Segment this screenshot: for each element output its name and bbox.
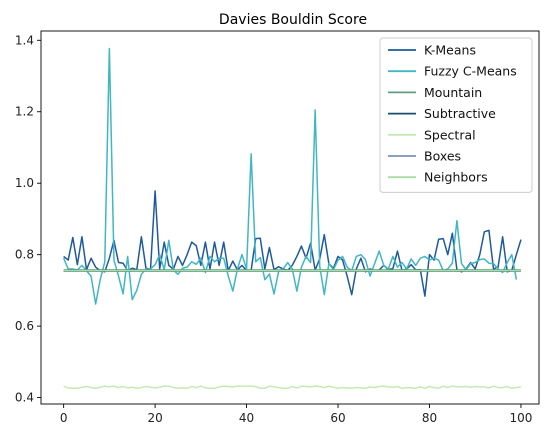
- x-tick-label-2: 40: [239, 411, 254, 425]
- series-line-0: [63, 190, 522, 297]
- legend-label-5: Boxes: [424, 149, 461, 164]
- y-tick-label-0: 0.4: [15, 391, 34, 405]
- plot-frame: [40, 30, 540, 405]
- series-line-4: [63, 385, 522, 390]
- chart-title: Davies Bouldin Score: [219, 12, 367, 28]
- legend-box: [379, 37, 533, 193]
- legend: K-Means Fuzzy C-Means Mountain Subtractive S…: [379, 37, 533, 193]
- plot-lines: [62, 47, 522, 390]
- x-tick-label-0: 0: [60, 411, 68, 425]
- y-tick-label-2: 0.8: [15, 248, 34, 262]
- y-tick-label-3: 1.0: [15, 176, 34, 190]
- legend-label-4: Spectral: [424, 127, 476, 142]
- legend-label-2: Mountain: [424, 85, 482, 100]
- x-tick-label-4: 80: [422, 411, 437, 425]
- legend-label-3: Subtractive: [424, 106, 496, 121]
- legend-label-1: Fuzzy C-Means: [424, 64, 517, 79]
- series-line-1: [62, 47, 518, 305]
- y-tick-label-4: 1.2: [15, 105, 34, 119]
- axes-ticks: 0 20 40 60 80 100 0.4 0.6 0.8 1.0 1.2 1.4: [15, 33, 532, 425]
- y-tick-label-5: 1.4: [15, 33, 34, 47]
- x-tick-label-3: 60: [330, 411, 345, 425]
- y-tick-label-1: 0.6: [15, 319, 34, 333]
- x-tick-label-1: 20: [147, 411, 162, 425]
- x-tick-label-5: 100: [509, 411, 532, 425]
- legend-label-0: K-Means: [424, 43, 476, 58]
- legend-label-6: Neighbors: [424, 170, 488, 185]
